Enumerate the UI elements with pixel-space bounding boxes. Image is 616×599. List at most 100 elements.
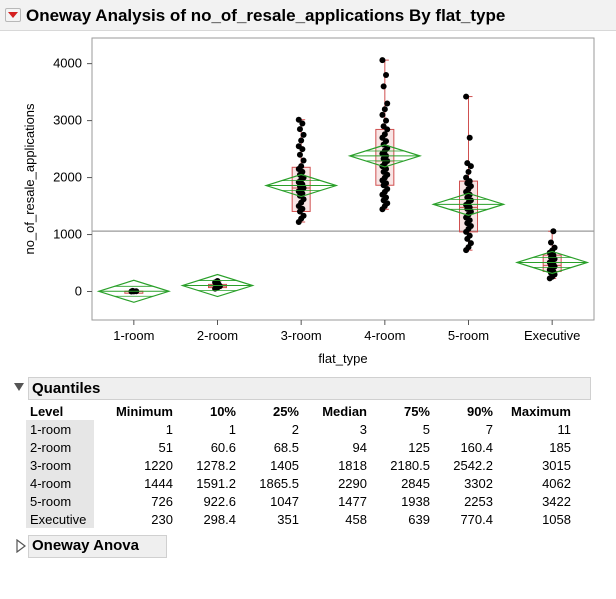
- data-point: [296, 126, 303, 133]
- quantiles-col-header: 75%: [403, 403, 430, 419]
- quantiles-disclosure-icon[interactable]: [14, 383, 24, 393]
- data-point: [463, 93, 470, 100]
- data-point: [379, 57, 386, 64]
- data-point: [296, 151, 303, 158]
- quantile-cell: 2845: [401, 475, 430, 491]
- level-cell: Executive: [26, 510, 94, 528]
- quantiles-col-header: 90%: [466, 403, 493, 419]
- level-cell: 4-room: [26, 474, 94, 492]
- quantile-cell: 3422: [542, 493, 571, 509]
- quantile-cell: 458: [345, 511, 367, 527]
- data-point: [547, 239, 554, 246]
- data-point: [384, 100, 391, 107]
- level-cell: 3-room: [26, 456, 94, 474]
- quantiles-col-header: Level: [30, 403, 64, 419]
- quantile-cell: 185: [549, 439, 571, 455]
- data-point: [381, 131, 388, 138]
- table-row: Executive 230 298.4 351 458 639 770.4 1058: [26, 510, 575, 528]
- data-point: [300, 131, 307, 138]
- table-row: 2-room 51 60.6 68.5 94 125 160.4 185: [26, 438, 575, 456]
- anova-disclosure-icon[interactable]: [16, 538, 26, 554]
- quantile-cell: 2180.5: [390, 457, 430, 473]
- quantile-cell: 1865.5: [259, 475, 299, 491]
- quantile-cell: 639: [408, 511, 430, 527]
- quantile-cell: 2253: [464, 493, 493, 509]
- data-point: [465, 168, 472, 175]
- quantiles-col-header: 25%: [272, 403, 299, 419]
- quantiles-title: Quantiles: [32, 380, 101, 397]
- quantiles-col-header: Minimum: [115, 403, 173, 419]
- report-title-bar: [0, 0, 616, 31]
- anova-title: Oneway Anova: [32, 537, 139, 554]
- data-point: [466, 134, 473, 141]
- quantile-cell: 68.5: [273, 439, 299, 455]
- disclosure-closed-icon: [16, 538, 26, 554]
- data-point: [467, 240, 474, 247]
- quantile-cell: 298.4: [203, 511, 236, 527]
- x-tick-label: 4-room: [364, 328, 405, 343]
- quantile-cell: 770.4: [460, 511, 493, 527]
- quantile-cell: 1818: [338, 457, 367, 473]
- data-point: [299, 120, 306, 127]
- level-cell: 1-room: [26, 420, 94, 438]
- quantile-cell: 351: [277, 511, 299, 527]
- table-row: 1-room 1 1 2 3 5 7 11: [26, 420, 575, 438]
- quantile-cell: 5: [422, 421, 430, 437]
- quantile-cell: 1220: [144, 457, 173, 473]
- quantiles-col-header: 10%: [209, 403, 236, 419]
- plot-frame: [91, 37, 595, 321]
- data-point: [383, 72, 390, 79]
- data-point: [300, 212, 307, 219]
- red-triangle-menu-button[interactable]: [5, 8, 21, 22]
- quantile-cell: 1477: [338, 493, 367, 509]
- y-tick-label: 1000: [53, 227, 82, 242]
- y-tick-label: 0: [75, 284, 82, 299]
- quantiles-header-row: Level Minimum 10% 25% Median 75% 90% Maximum: [26, 402, 575, 420]
- quantile-cell: 94: [352, 439, 367, 455]
- quantile-cell: 1938: [401, 493, 430, 509]
- data-point: [550, 228, 557, 235]
- level-cell: 2-room: [26, 438, 94, 456]
- quantile-cell: 1444: [144, 475, 173, 491]
- table-row: 4-room 1444 1591.2 1865.5 2290 2845 3302 4062: [26, 474, 575, 492]
- quantile-cell: 230: [151, 511, 173, 527]
- x-tick-label: 3-room: [281, 328, 322, 343]
- table-row: 3-room 1220 1278.2 1405 1818 2180.5 2542.2 3015: [26, 456, 575, 474]
- data-point: [298, 137, 305, 144]
- quantile-cell: 2542.2: [453, 457, 493, 473]
- quantiles-col-header: Maximum: [511, 403, 571, 419]
- quantile-cell: 2: [291, 421, 299, 437]
- y-tick-label: 4000: [53, 56, 82, 71]
- data-point: [379, 111, 386, 118]
- quantile-cell: 60.6: [210, 439, 236, 455]
- x-tick-label: 2-room: [197, 328, 238, 343]
- oneway-chart[interactable]: 0 1000 2000 3000 4000 1-room 2-room 3-room 4-roo…: [0, 30, 616, 370]
- data-point: [463, 174, 470, 181]
- data-point: [300, 157, 307, 164]
- quantile-cell: 922.6: [203, 493, 236, 509]
- quantile-cell: 1058: [542, 511, 571, 527]
- disclosure-open-icon: [14, 383, 24, 391]
- quantile-cell: 51: [158, 439, 173, 455]
- table-row: 5-room 726 922.6 1047 1477 1938 2253 3422: [26, 492, 575, 510]
- data-point: [298, 163, 305, 170]
- report-title: Oneway Analysis of no_of_resale_applicat…: [26, 6, 506, 25]
- data-point: [384, 185, 391, 192]
- x-axis-label: flat_type: [318, 351, 367, 366]
- quantile-cell: 160.4: [460, 439, 493, 455]
- quantiles-header[interactable]: [28, 377, 591, 400]
- quantile-cell: 7: [485, 421, 493, 437]
- quantile-cell: 1047: [270, 493, 299, 509]
- anova-header[interactable]: [28, 535, 167, 558]
- quantile-cell: 1405: [270, 457, 299, 473]
- data-point: [295, 143, 302, 150]
- quantiles-col-header: Median: [322, 403, 367, 419]
- data-point: [380, 123, 387, 130]
- quantile-cell: 3015: [542, 457, 571, 473]
- quantile-cell: 4062: [542, 475, 571, 491]
- y-tick-label: 2000: [53, 170, 82, 185]
- quantile-cell: 1591.2: [196, 475, 236, 491]
- quantile-cell: 2290: [338, 475, 367, 491]
- data-point: [295, 116, 302, 123]
- data-point: [466, 232, 473, 239]
